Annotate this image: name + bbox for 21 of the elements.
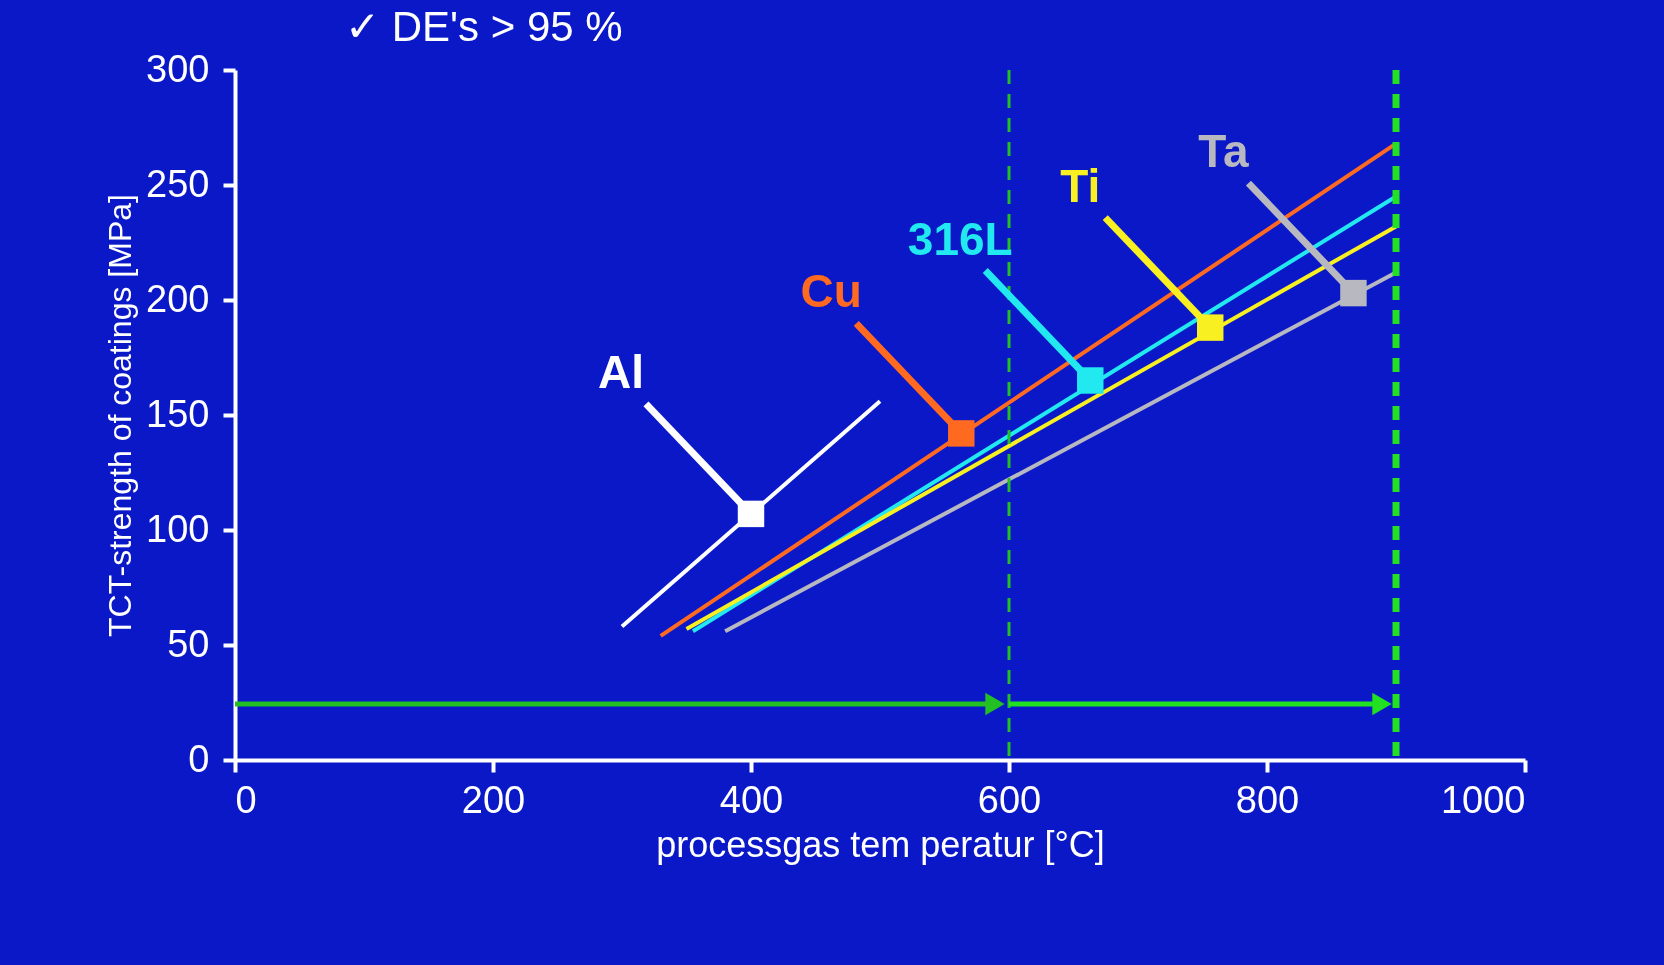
y-tick-label: 50	[167, 622, 210, 665]
annotation: Cu	[800, 265, 862, 318]
y-tick-label: 150	[146, 392, 210, 435]
y-axis-title: TCT-strength of coatings [MPa]	[102, 194, 139, 637]
annotation: Ta	[1198, 125, 1249, 178]
annotation: 316L	[907, 212, 1013, 265]
x-tick-label: 800	[1235, 778, 1300, 821]
x-axis-title: processgas tem peratur [°C]	[656, 823, 1105, 865]
x-tick-label: 400	[719, 778, 784, 821]
y-tick-label: 200	[146, 277, 210, 320]
x-tick-label: 0	[235, 778, 257, 821]
annotation: Al	[598, 345, 644, 398]
x-tick-label: 1000	[1440, 778, 1526, 821]
annotation: Ti	[1060, 159, 1101, 212]
x-tick-label: 600	[977, 778, 1042, 821]
y-tick-label: 250	[146, 162, 210, 205]
text: ✓ DE's > 95 %	[345, 3, 623, 50]
y-tick-label: 300	[146, 47, 210, 90]
y-tick-label: 100	[146, 507, 210, 550]
y-tick-label: 0	[188, 737, 210, 780]
x-tick-label: 200	[461, 778, 526, 821]
